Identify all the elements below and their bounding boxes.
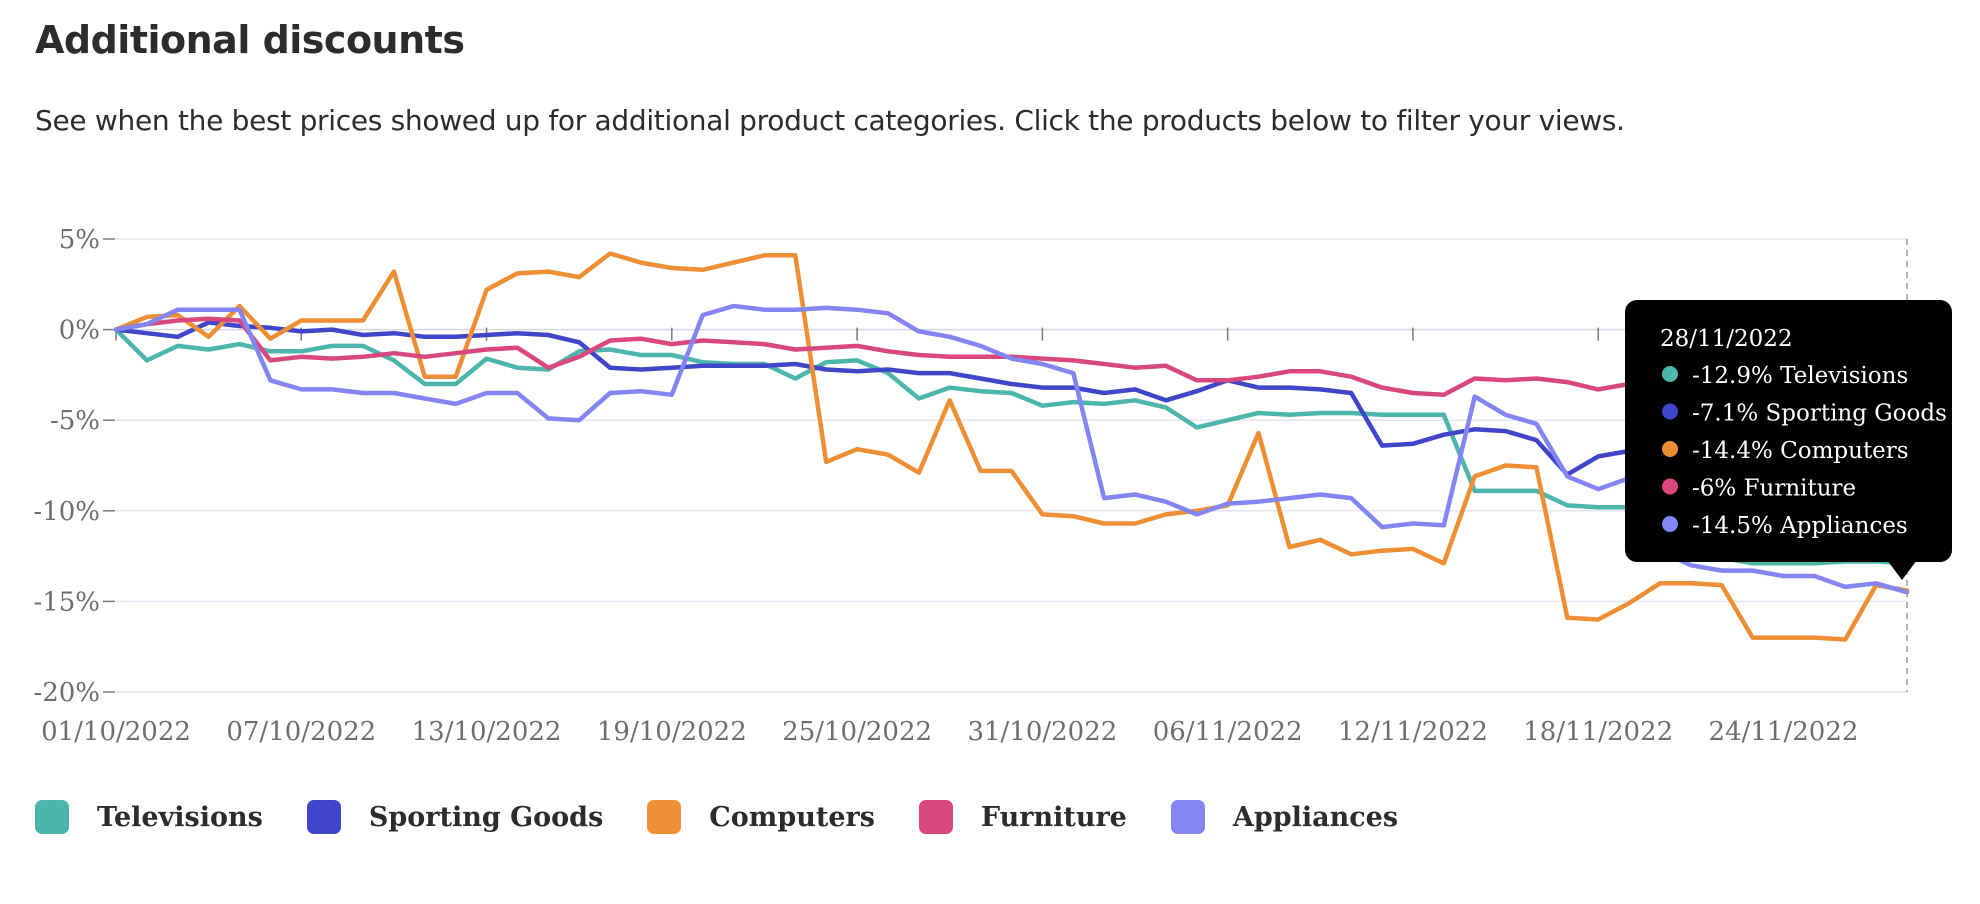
legend-item-televisions[interactable]: Televisions: [35, 800, 263, 834]
legend-swatch: [306, 800, 341, 834]
page-subtitle: See when the best prices showed up for a…: [35, 104, 1625, 137]
series-line-televisions[interactable]: [113, 327, 1910, 566]
legend-item-furniture[interactable]: Furniture: [918, 800, 1127, 834]
tooltip: 28/11/2022 -12.9% Televisions -7.1% Sport…: [1625, 300, 1952, 580]
y-axis: 5% 0% -5% -10% -15% -20%: [33, 225, 115, 708]
legend-label: Sporting Goods: [368, 801, 604, 833]
legend-item-appliances[interactable]: Appliances: [1170, 800, 1399, 834]
legend-swatch: [35, 800, 69, 834]
x-tick-label: 31/10/2022: [967, 717, 1117, 747]
page-title: Additional discounts: [35, 18, 465, 62]
legend-item-sporting-goods[interactable]: Sporting Goods: [306, 800, 604, 834]
tooltip-dot: [1662, 441, 1678, 457]
tooltip-item-text: -7.1% Sporting Goods: [1692, 401, 1947, 427]
y-tick-label: 5%: [59, 225, 100, 255]
legend-label: Furniture: [980, 801, 1127, 833]
x-tick-label: 01/10/2022: [41, 717, 191, 747]
x-tick-label: 18/11/2022: [1523, 717, 1673, 747]
tooltip-items: -12.9% Televisions -7.1% Sporting Goods -1…: [1662, 363, 1947, 539]
tooltip-item-text: -14.5% Appliances: [1692, 513, 1908, 539]
tooltip-box: [1625, 300, 1952, 562]
legend-swatch: [918, 800, 953, 834]
y-tick-label: -20%: [33, 678, 100, 708]
y-tick-label: 0%: [59, 316, 100, 346]
x-tick-label: 06/11/2022: [1153, 717, 1303, 747]
tooltip-pointer: [1887, 560, 1917, 580]
y-tick-label: -10%: [33, 497, 100, 527]
x-tick-label: 13/10/2022: [412, 717, 562, 747]
legend: Televisions Sporting Goods Computers Furnit…: [35, 800, 1442, 834]
tooltip-dot: [1662, 478, 1678, 495]
series-lines: [113, 251, 1910, 642]
x-tick-label: 12/11/2022: [1338, 717, 1488, 747]
series-line-appliances[interactable]: [113, 303, 1910, 595]
x-tick-label: 24/11/2022: [1709, 717, 1859, 747]
legend-label: Computers: [709, 801, 875, 833]
legend-item-computers[interactable]: Computers: [647, 800, 875, 834]
tooltip-item-text: -12.9% Televisions: [1692, 363, 1908, 389]
tooltip-dot: [1662, 516, 1678, 532]
x-tick-label: 19/10/2022: [597, 717, 747, 747]
x-tick-label: 07/10/2022: [226, 717, 376, 747]
tooltip-item-text: -14.4% Computers: [1692, 438, 1909, 464]
x-tick-label: 25/10/2022: [782, 717, 932, 747]
legend-label: Televisions: [97, 801, 263, 833]
legend-label: Appliances: [1232, 801, 1399, 833]
line-chart[interactable]: 5% 0% -5% -10% -15% -20% 01/10/2022 07/10/2022…: [0, 0, 1980, 790]
series-line-computers[interactable]: [113, 251, 1910, 642]
legend-swatch: [647, 800, 682, 834]
grid-lines: [116, 238, 1907, 693]
tooltip-dot: [1662, 366, 1678, 382]
y-tick-label: -15%: [33, 587, 100, 617]
y-tick-label: -5%: [50, 406, 100, 436]
tooltip-dot: [1662, 403, 1678, 420]
x-axis: 01/10/2022 07/10/2022 13/10/2022 19/10/2022…: [41, 327, 1859, 747]
legend-swatch: [1170, 800, 1205, 834]
tooltip-date: 28/11/2022: [1660, 326, 1793, 352]
tooltip-item-text: -6% Furniture: [1692, 476, 1856, 502]
